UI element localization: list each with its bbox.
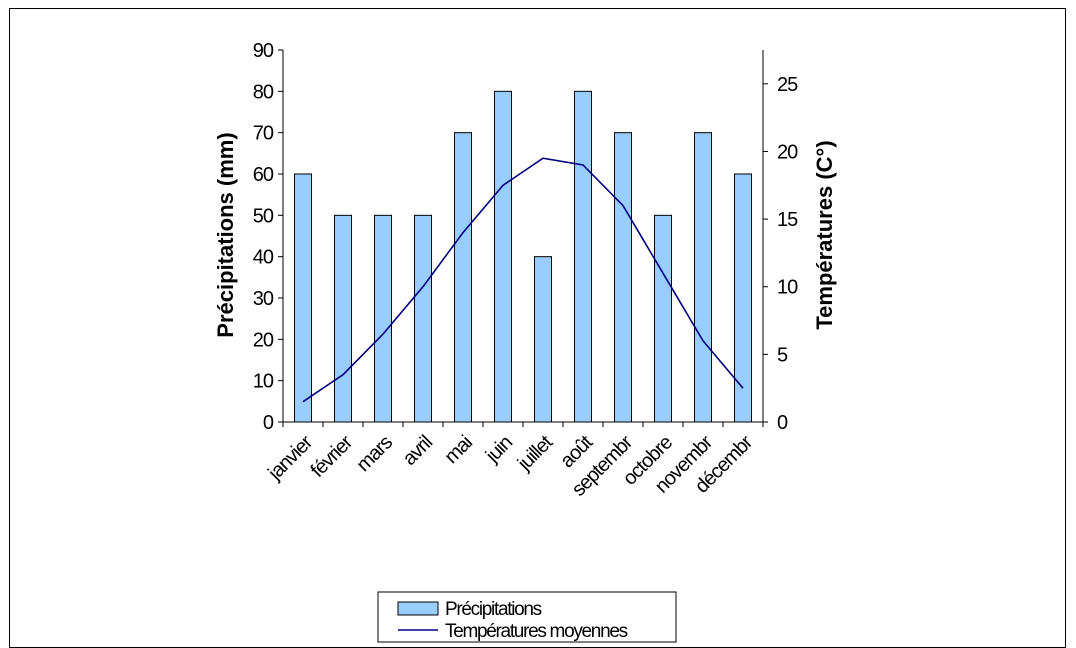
y2-tick-label: 10 (777, 277, 798, 299)
bar-juillet (534, 256, 552, 423)
temperature-line (302, 157, 744, 403)
y-tick-label: 90 (253, 40, 274, 62)
y2-tick-label: 15 (777, 209, 798, 231)
bar-janvier (294, 173, 312, 423)
y-tick-label: 40 (253, 247, 274, 269)
legend: Précipitations Températures moyennes (377, 591, 677, 643)
y-tick-label: 0 (263, 412, 274, 434)
bar-septembre (614, 132, 632, 423)
y2-tick-label: 25 (777, 74, 798, 96)
bar-octobre (654, 214, 672, 423)
y-tick-label: 60 (253, 164, 274, 186)
legend-box (377, 591, 677, 643)
bars-group (294, 90, 752, 423)
x-tick-label: février (307, 431, 358, 482)
bar-juin (494, 90, 512, 423)
y-axis-title: Précipitations (mm) (213, 132, 238, 337)
y-tick-label: 70 (253, 123, 274, 145)
y-tick-label: 20 (253, 329, 274, 351)
x-tick-label: janvier (264, 431, 318, 485)
bar-avril (414, 214, 432, 423)
y-tick-label: 10 (253, 371, 274, 393)
legend-swatch-precipitations (397, 601, 439, 616)
x-tick-label: avril (399, 432, 437, 470)
x-tick-label: mars (352, 431, 397, 476)
y2-axis-title: Températures (C°) (812, 140, 837, 329)
legend-label-precipitations: Précipitations (445, 599, 542, 620)
x-tick-label: mai (440, 432, 477, 469)
legend-label-temperatures: Températures moyennes (445, 621, 628, 642)
axes (278, 49, 768, 427)
y-tick-label: 30 (253, 288, 274, 310)
bar-mars (374, 214, 392, 423)
y2-tick-label: 5 (777, 344, 788, 366)
y2-tick-label: 0 (777, 412, 788, 434)
y-tick-label: 50 (253, 205, 274, 227)
y2-tick-label: 20 (777, 141, 798, 163)
bar-mai (454, 132, 472, 423)
bar-février (334, 214, 352, 423)
x-tick-label: juillet (513, 431, 558, 476)
bar-novembre (694, 132, 712, 423)
x-tick-label: juin (481, 432, 516, 467)
bar-décembre (734, 173, 752, 423)
bar-août (574, 90, 592, 423)
y-tick-label: 80 (253, 81, 274, 103)
